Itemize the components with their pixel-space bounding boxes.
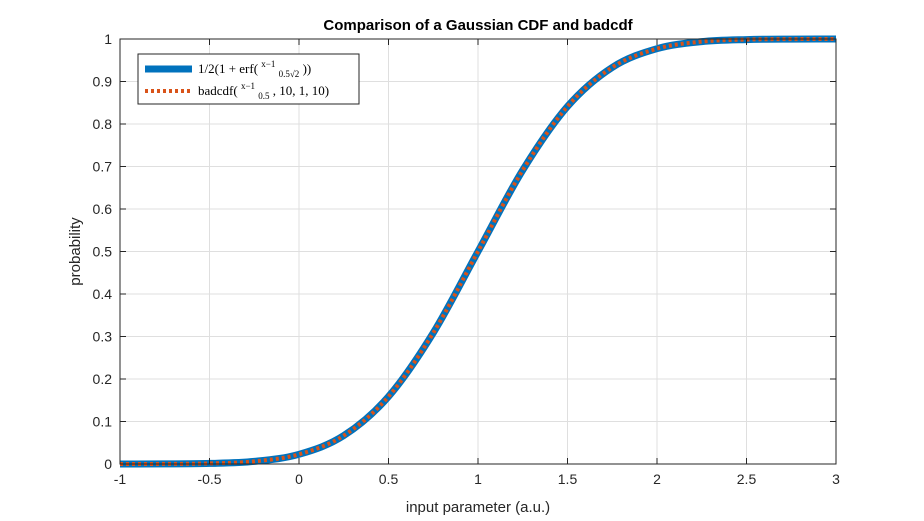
y-tick-label: 0.1: [93, 414, 113, 430]
legend-label-badcdf: badcdf( x−1 0.5 , 10, 1, 10): [198, 77, 329, 102]
legend: 1/2(1 + erf( x−1 0.5√2 )) badcdf( x−1 0.…: [137, 53, 360, 105]
legend-gaussian-num: x−1: [261, 59, 275, 69]
series-layer: [119, 35, 837, 468]
series-line-badcdf: [119, 37, 837, 466]
legend-label-gaussian: 1/2(1 + erf( x−1 0.5√2 )): [198, 55, 311, 80]
x-tick-label: 0: [295, 471, 303, 487]
chart-title: Comparison of a Gaussian CDF and badcdf: [323, 17, 633, 34]
y-tick-label: 0.5: [93, 244, 113, 260]
x-tick-label: 1: [474, 471, 482, 487]
legend-box: [137, 53, 360, 105]
y-tick-label: 0.4: [93, 286, 113, 302]
legend-gaussian-den: 0.5√2: [279, 69, 300, 79]
y-tick-label: 1: [104, 31, 112, 47]
legend-gaussian-suffix: )): [303, 61, 312, 76]
y-tick-label: 0: [104, 456, 112, 472]
x-tick-label: 3: [832, 471, 840, 487]
y-tick-label: 0.7: [93, 159, 113, 175]
x-tick-label: -1: [114, 471, 127, 487]
y-tick-label: 0.9: [93, 74, 113, 90]
x-tick-label: 0.5: [379, 471, 399, 487]
legend-badcdf-prefix: badcdf(: [198, 83, 238, 98]
y-axis-label: probability: [67, 217, 84, 286]
x-tick-label: 2: [653, 471, 661, 487]
legend-badcdf-den: 0.5: [258, 91, 270, 101]
legend-badcdf-suffix: , 10, 1, 10): [273, 83, 329, 98]
x-tick-label: -0.5: [197, 471, 221, 487]
legend-badcdf-num: x−1: [241, 81, 255, 91]
x-axis-label: input parameter (a.u.): [406, 499, 550, 516]
y-tick-label: 0.8: [93, 116, 113, 132]
ticks: -1 -0.5 0 0.5 1 1.5 2 2.5 3 0 0.1 0.2 0.3 0.4 0.5 0.6 0.…: [93, 31, 841, 487]
x-tick-label: 1.5: [558, 471, 578, 487]
y-tick-label: 0.2: [93, 371, 113, 387]
y-tick-label: 0.3: [93, 329, 113, 345]
legend-gaussian-prefix: 1/2(1 + erf(: [198, 61, 258, 76]
y-tick-label: 0.6: [93, 201, 113, 217]
x-tick-label: 2.5: [737, 471, 757, 487]
